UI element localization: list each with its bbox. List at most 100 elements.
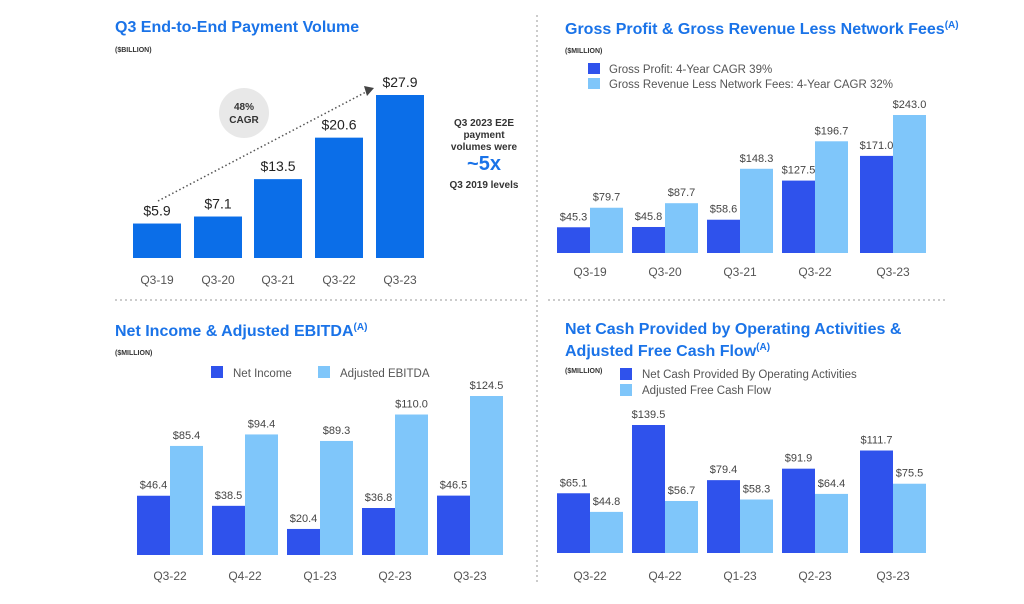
- data-label: $171.0: [860, 140, 894, 152]
- unit-label: ($MILLION): [565, 368, 602, 375]
- x-tick-label: Q3-19: [140, 273, 174, 287]
- legend-ebitda: Adjusted EBITDA: [340, 368, 430, 380]
- x-tick-label: Q4-22: [228, 569, 262, 583]
- bar: [315, 137, 363, 258]
- bar-secondary: [740, 168, 773, 253]
- chart-title: Gross Profit & Gross Revenue Less Networ…: [565, 20, 959, 38]
- data-label: $20.6: [321, 117, 356, 133]
- x-tick-label: Q3-23: [453, 569, 487, 583]
- bar-primary: [860, 450, 893, 553]
- data-label: $5.9: [143, 203, 170, 219]
- bar-secondary: [245, 434, 278, 555]
- x-tick-label: Q3-22: [798, 265, 832, 279]
- callout-line4: Q3 2019 levels: [450, 180, 519, 191]
- bar-primary: [782, 180, 815, 253]
- bar-secondary: [665, 203, 698, 253]
- bar-primary: [287, 528, 320, 555]
- chart-gross-profit: Gross Profit & Gross Revenue Less Networ…: [557, 20, 959, 279]
- chart-net-income-ebitda: Net Income & Adjusted EBITDA(A) ($MILLIO…: [115, 322, 503, 583]
- data-label: $91.9: [785, 453, 813, 465]
- bar-primary: [212, 505, 245, 555]
- data-label: $64.4: [818, 478, 846, 490]
- data-label: $196.7: [815, 125, 849, 137]
- cagr-bubble: [219, 88, 269, 138]
- bar-secondary: [395, 414, 428, 555]
- bar-primary: [137, 495, 170, 555]
- data-label: $243.0: [893, 99, 927, 111]
- bar-secondary: [893, 483, 926, 553]
- chart-title: Net Income & Adjusted EBITDA(A): [115, 322, 367, 340]
- x-tick-label: Q3-20: [201, 273, 235, 287]
- x-tick-label: Q4-22: [648, 569, 682, 583]
- bar-secondary: [470, 396, 503, 555]
- data-label: $44.8: [593, 496, 621, 508]
- data-label: $124.5: [470, 380, 504, 392]
- legend-swatch-gross-revenue: [588, 78, 600, 89]
- data-label: $79.7: [593, 192, 621, 204]
- chart-title: Q3 End-to-End Payment Volume: [115, 19, 359, 36]
- bar-primary: [557, 493, 590, 553]
- callout: Q3 2023 E2E payment volumes were ~5x Q3 …: [450, 118, 519, 191]
- data-label: $94.4: [248, 418, 276, 430]
- data-label: $111.7: [860, 435, 892, 447]
- legend-swatch-net-cash: [620, 368, 632, 380]
- x-tick-label: Q3-22: [153, 569, 187, 583]
- bar-secondary: [815, 493, 848, 553]
- data-label: $56.7: [668, 485, 696, 497]
- bar-secondary: [815, 141, 848, 253]
- data-label: $58.6: [710, 204, 738, 216]
- x-tick-label: Q3-21: [723, 265, 757, 279]
- bar-primary: [437, 495, 470, 555]
- unit-label: ($MILLION): [565, 48, 602, 55]
- bar: [194, 216, 242, 258]
- bar-secondary: [320, 440, 353, 555]
- data-label: $27.9: [382, 74, 417, 90]
- chart-e2e-payment-volume: Q3 End-to-End Payment Volume ($BILLION) …: [115, 19, 519, 287]
- data-label: $7.1: [204, 196, 231, 212]
- x-tick-label: Q3-22: [573, 569, 607, 583]
- legend-swatch-fcf: [620, 384, 632, 396]
- x-tick-label: Q3-20: [648, 265, 682, 279]
- bar: [376, 95, 424, 258]
- x-tick-label: Q3-23: [876, 569, 910, 583]
- x-tick-label: Q3-19: [573, 265, 607, 279]
- cagr-label: CAGR: [229, 115, 259, 126]
- callout-line3: volumes were: [451, 142, 518, 153]
- callout-line1: Q3 2023 E2E: [454, 118, 514, 129]
- data-label: $85.4: [173, 430, 201, 442]
- x-tick-label: Q1-23: [723, 569, 757, 583]
- bar-secondary: [590, 207, 623, 253]
- legend-gross-profit: Gross Profit: 4-Year CAGR 39%: [609, 64, 772, 76]
- data-label: $38.5: [215, 490, 243, 502]
- bar-primary: [362, 508, 395, 555]
- x-tick-label: Q3-23: [383, 273, 417, 287]
- legend-net-cash: Net Cash Provided By Operating Activitie…: [642, 369, 857, 381]
- bar-secondary: [740, 499, 773, 553]
- bar-secondary: [590, 511, 623, 553]
- bar-primary: [782, 468, 815, 553]
- bar-primary: [860, 155, 893, 253]
- bar-secondary: [665, 500, 698, 553]
- legend-swatch-net-income: [211, 366, 223, 378]
- cagr-percent: 48%: [234, 102, 254, 113]
- data-label: $148.3: [740, 153, 774, 165]
- bar-primary: [707, 480, 740, 553]
- chart-title: Net Cash Provided by Operating Activitie…: [565, 321, 902, 338]
- bar-secondary: [170, 445, 203, 555]
- chart-net-cash-fcf: Net Cash Provided by Operating Activitie…: [557, 321, 926, 583]
- bar-primary: [707, 219, 740, 253]
- callout-highlight: ~5x: [467, 153, 501, 175]
- data-label: $45.3: [560, 211, 588, 223]
- data-label: $20.4: [290, 513, 318, 525]
- unit-label: ($MILLION): [115, 350, 152, 357]
- bar-secondary: [893, 115, 926, 253]
- data-label: $139.5: [632, 409, 666, 421]
- x-tick-label: Q3-22: [322, 273, 356, 287]
- unit-label: ($BILLION): [115, 47, 152, 54]
- x-tick-label: Q2-23: [798, 569, 832, 583]
- data-label: $110.0: [395, 399, 428, 411]
- data-label: $79.4: [710, 464, 738, 476]
- legend-swatch-gross-profit: [588, 63, 600, 74]
- data-label: $89.3: [323, 425, 351, 437]
